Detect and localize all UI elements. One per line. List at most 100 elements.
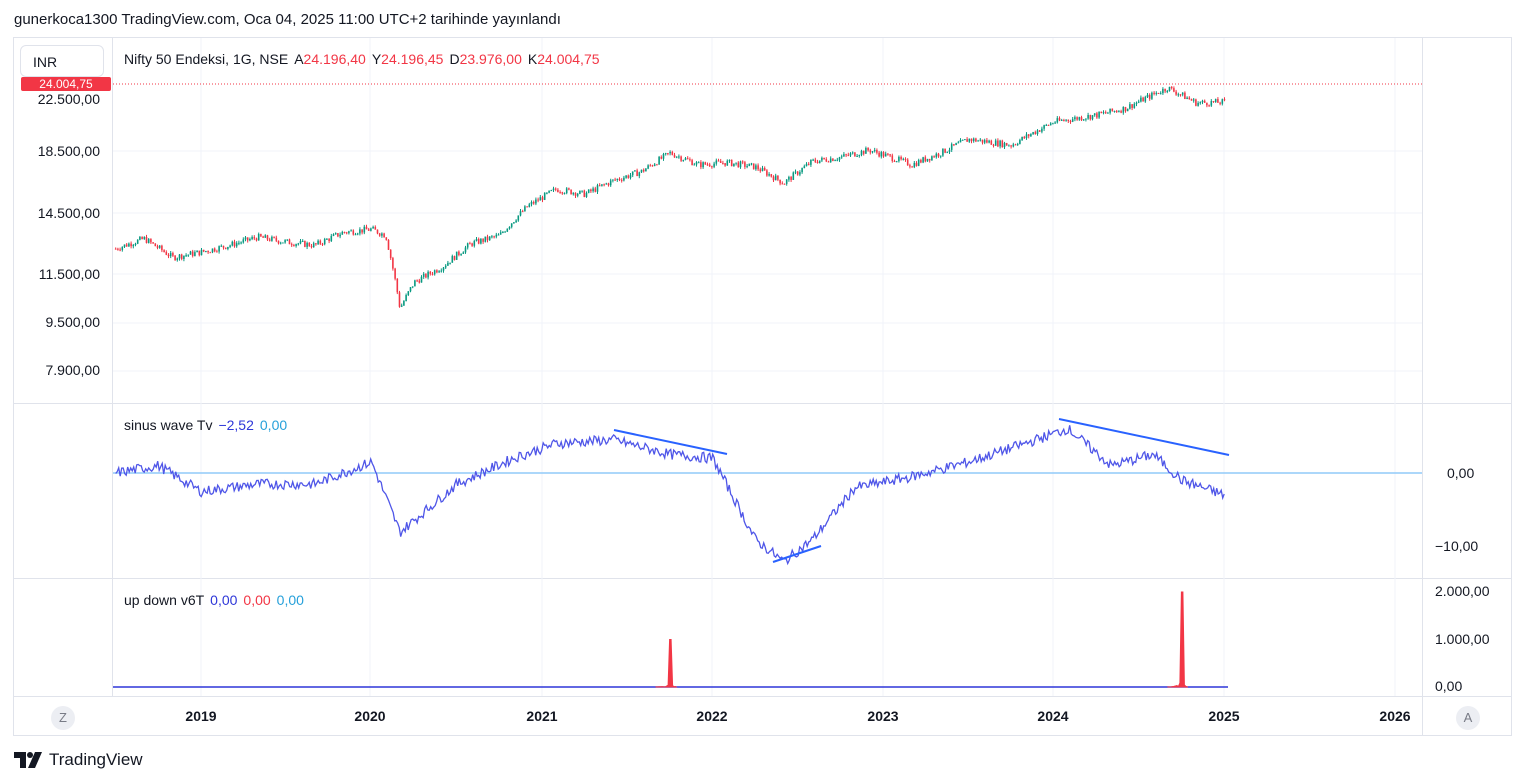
pane-separator-2[interactable]: [13, 578, 1512, 579]
candle-body: [660, 156, 663, 159]
candle-body: [1063, 119, 1065, 121]
candle-body: [1168, 86, 1171, 91]
candle-body: [473, 240, 476, 246]
candle-body: [812, 159, 814, 161]
sinus-legend[interactable]: sinus wave Tv −2,52 0,00: [124, 417, 293, 433]
candle-body: [121, 246, 124, 250]
currency-selector[interactable]: INR: [20, 45, 104, 77]
zoom-reset-button[interactable]: Z: [51, 706, 75, 730]
candle-body: [172, 253, 174, 256]
candle-body: [418, 280, 421, 283]
candle-body: [244, 237, 247, 240]
candle-body: [1164, 88, 1166, 92]
candle-body: [702, 162, 704, 168]
time-axis-label: 2024: [1037, 708, 1069, 724]
candle-body: [924, 157, 927, 162]
candle-body: [550, 190, 553, 192]
candle-body: [154, 243, 157, 247]
candle-body: [961, 139, 964, 141]
candle-body: [484, 236, 487, 242]
main-legend[interactable]: Nifty 50 Endeksi, 1G, NSE A24.196,40 Y24.1…: [124, 51, 606, 67]
candle-body: [1126, 108, 1129, 112]
candle-body: [920, 160, 922, 163]
candle-body: [249, 238, 251, 241]
candle-body: [939, 155, 942, 157]
candle-body: [493, 236, 495, 238]
candle-body: [433, 270, 436, 275]
candle-body: [770, 174, 773, 177]
right-axis-border: [1422, 37, 1423, 736]
candle-body: [405, 295, 407, 302]
candle-body: [543, 192, 546, 200]
candle-body: [1019, 140, 1021, 144]
candle-body: [486, 236, 489, 241]
pane-separator-1[interactable]: [13, 403, 1512, 404]
candle-body: [623, 177, 625, 181]
candle-body: [306, 242, 308, 247]
sinus-axis-label: −10,00: [1435, 538, 1479, 554]
indicator-name[interactable]: up down v6T: [124, 592, 205, 608]
candle-body: [1058, 118, 1061, 121]
candle-body: [1144, 97, 1147, 102]
candle-body: [1221, 99, 1224, 104]
candle-body: [1104, 112, 1107, 114]
updown-legend[interactable]: up down v6T 0,00 0,00 0,00: [124, 592, 310, 608]
price-axis-label: 7.900,00: [45, 362, 101, 378]
candle-body: [1098, 111, 1100, 118]
candle-body: [409, 287, 412, 292]
candle-body: [299, 241, 302, 244]
candle-body: [407, 291, 410, 296]
candle-body: [928, 158, 931, 161]
candle-body: [675, 156, 678, 158]
candle-body: [381, 233, 383, 236]
candle-body: [1038, 130, 1041, 132]
candle-body: [152, 242, 154, 244]
candle-body: [1012, 144, 1015, 147]
candle-body: [1203, 100, 1206, 103]
indicator-name[interactable]: sinus wave Tv: [124, 417, 213, 433]
auto-scale-button[interactable]: A: [1456, 706, 1480, 730]
candle-body: [416, 280, 418, 282]
candle-body: [931, 156, 933, 161]
candle-body: [308, 242, 311, 247]
candle-body: [526, 206, 528, 208]
candle-body: [755, 165, 757, 170]
candle-body: [1217, 99, 1219, 103]
candle-body: [759, 169, 762, 172]
candle-body: [128, 243, 130, 247]
candle-body: [1060, 119, 1063, 121]
candle-body: [880, 152, 883, 157]
candle-body: [464, 247, 467, 253]
candle-body: [530, 202, 533, 205]
candle-body: [211, 248, 214, 253]
candle-body: [752, 163, 755, 170]
candle-body: [700, 162, 702, 168]
candle-body: [354, 234, 357, 236]
candle-body: [972, 138, 975, 142]
candle-body: [788, 177, 790, 180]
candle-body: [1089, 115, 1092, 120]
candle-body: [321, 243, 324, 245]
time-axis-label: 2022: [696, 708, 728, 724]
candle-body: [150, 239, 152, 243]
symbol-name[interactable]: Nifty 50 Endeksi, 1G, NSE: [124, 51, 289, 67]
candle-body: [1036, 130, 1039, 134]
candle-body: [1166, 90, 1169, 92]
candle-body: [594, 188, 597, 192]
trendline-2022[interactable]: [772, 545, 822, 563]
candle-body: [913, 162, 916, 168]
candle-body: [1135, 102, 1138, 104]
candle-body: [631, 171, 634, 176]
candle-body: [1219, 102, 1221, 104]
candle-body: [651, 165, 654, 167]
tradingview-logo[interactable]: TradingView: [14, 750, 143, 770]
candle-body: [777, 175, 779, 180]
trendline-2021[interactable]: [613, 429, 728, 455]
candle-body: [200, 249, 203, 256]
candle-body: [585, 192, 588, 197]
candle-body: [339, 234, 341, 237]
trendline-2024[interactable]: [1058, 418, 1230, 456]
candle-body: [194, 252, 196, 256]
candle-body: [367, 229, 370, 231]
